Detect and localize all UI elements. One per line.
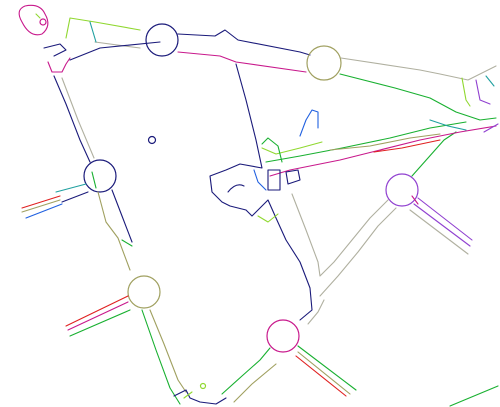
top-road-short xyxy=(89,21,97,43)
right-edge-road xyxy=(483,123,499,133)
left-node-tick xyxy=(91,171,97,189)
left-road-side xyxy=(61,77,95,159)
top-right-road-upper xyxy=(177,29,311,56)
central-dot xyxy=(147,135,157,145)
bottom-right-line xyxy=(449,385,499,407)
junction-bottom-center xyxy=(266,319,300,353)
top-right-road-lower xyxy=(177,51,307,73)
ll-stub-3 xyxy=(69,309,131,337)
lane-1 xyxy=(269,125,497,177)
junction-top-right xyxy=(306,45,342,81)
mid-road-a xyxy=(291,193,389,277)
left-cap-stem-b xyxy=(47,57,71,73)
bc-stub-2 xyxy=(297,351,351,395)
ll-road-b xyxy=(149,309,187,393)
bc-stub-1 xyxy=(297,345,357,391)
lane-6 xyxy=(261,141,323,155)
mr-stub-3 xyxy=(409,209,469,255)
mr-stub-2 xyxy=(413,203,471,247)
small-ring xyxy=(39,18,47,26)
east-road-upper xyxy=(340,57,497,81)
central-block-outline xyxy=(209,63,313,321)
bottom-road-right-b xyxy=(233,363,277,403)
junction-lower-left xyxy=(127,275,161,309)
east-branch-a xyxy=(461,77,471,107)
left-cap-stem xyxy=(43,43,67,57)
left-stub-3 xyxy=(25,203,63,219)
top-road-lower xyxy=(94,41,141,49)
east-branch-b xyxy=(475,79,491,105)
left-road-outer xyxy=(53,75,91,163)
left-stub-2 xyxy=(21,199,61,213)
left-stub-1 xyxy=(21,195,61,209)
mr-stub-1 xyxy=(417,197,473,241)
left-lower-road-a xyxy=(111,189,133,243)
junction-left xyxy=(83,159,117,193)
blue-hook xyxy=(299,109,319,137)
green-hook xyxy=(261,137,283,163)
east-branch-c xyxy=(485,75,495,87)
mid-road-c xyxy=(307,299,325,325)
central-block-inner xyxy=(227,184,245,193)
junction-mid-right xyxy=(385,173,419,207)
mr-road-up xyxy=(411,131,457,177)
east-road-lower xyxy=(339,73,497,121)
ll-stub-2 xyxy=(67,301,129,331)
top-left-cap xyxy=(18,4,49,36)
green-stub xyxy=(35,13,41,19)
lane-3 xyxy=(329,133,441,151)
bottom-cap-a xyxy=(173,389,227,405)
center-stub-lime xyxy=(257,213,279,223)
center-rect-b xyxy=(285,169,301,185)
lane-4 xyxy=(373,139,441,153)
center-rect-a xyxy=(267,169,281,191)
bottom-tiny-ring xyxy=(199,382,207,390)
bottom-cap-b xyxy=(183,391,193,399)
center-stub-blue xyxy=(253,169,267,191)
mid-road-b xyxy=(319,207,397,297)
ll-stub-1 xyxy=(65,295,129,327)
left-stub-5 xyxy=(61,191,89,203)
ll-road-a xyxy=(141,309,181,405)
bc-stub-3 xyxy=(295,355,347,397)
left-road-inner xyxy=(69,41,161,61)
mid-right-tick xyxy=(411,195,419,205)
bottom-road-right xyxy=(221,347,271,395)
left-lower-road-c xyxy=(121,239,133,247)
lane-5 xyxy=(429,119,467,131)
left-stub-4 xyxy=(55,183,87,193)
lane-2 xyxy=(265,121,467,163)
left-lower-road-b xyxy=(97,191,131,271)
top-road-upper xyxy=(65,17,141,39)
junction-top xyxy=(145,23,179,57)
